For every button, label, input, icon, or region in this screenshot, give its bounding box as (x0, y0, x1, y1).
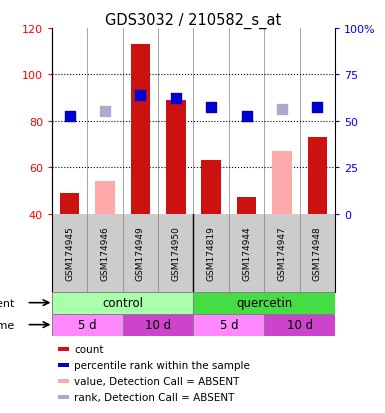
Text: GSM174819: GSM174819 (207, 225, 216, 280)
Bar (308, 138, 327, 214)
Point (208, 104, 214, 111)
Text: quercetin: quercetin (236, 297, 292, 309)
Text: percentile rank within the sample: percentile rank within the sample (74, 360, 250, 370)
Text: GSM174949: GSM174949 (136, 225, 145, 280)
Point (102, 109, 108, 116)
Bar (58, 379, 69, 383)
Point (173, 95, 179, 102)
Text: count: count (74, 344, 104, 354)
Bar (58, 363, 69, 367)
Text: value, Detection Call = ABSENT: value, Detection Call = ABSENT (74, 376, 239, 386)
Bar (201, 161, 221, 214)
Bar (95, 182, 115, 214)
Bar (131, 45, 150, 214)
Bar (166, 101, 186, 214)
Text: 10 d: 10 d (286, 318, 313, 331)
Bar (58, 395, 69, 399)
Text: GSM174950: GSM174950 (171, 225, 180, 280)
Text: time: time (0, 320, 15, 330)
Text: control: control (102, 297, 143, 309)
Point (314, 104, 320, 111)
Text: GSM174948: GSM174948 (313, 225, 322, 280)
Point (67, 114, 73, 120)
Text: GSM174944: GSM174944 (242, 226, 251, 280)
Text: GSM174947: GSM174947 (277, 225, 286, 280)
Bar (264, 314, 335, 336)
Text: rank, Detection Call = ABSENT: rank, Detection Call = ABSENT (74, 392, 234, 402)
Bar (52, 292, 193, 314)
Bar (193, 292, 335, 314)
Point (137, 93, 144, 99)
Text: agent: agent (0, 298, 15, 308)
Bar (193, 314, 264, 336)
Point (279, 107, 285, 113)
Text: 5 d: 5 d (219, 318, 238, 331)
Bar (52, 314, 123, 336)
Text: 10 d: 10 d (145, 318, 171, 331)
Title: GDS3032 / 210582_s_at: GDS3032 / 210582_s_at (105, 13, 281, 29)
Point (243, 114, 249, 120)
Bar (123, 314, 193, 336)
Text: 5 d: 5 d (78, 318, 97, 331)
Bar (60, 193, 79, 214)
Bar (58, 347, 69, 351)
Text: GSM174946: GSM174946 (100, 225, 110, 280)
Bar (272, 152, 291, 214)
Bar (237, 198, 256, 214)
Text: GSM174945: GSM174945 (65, 225, 74, 280)
